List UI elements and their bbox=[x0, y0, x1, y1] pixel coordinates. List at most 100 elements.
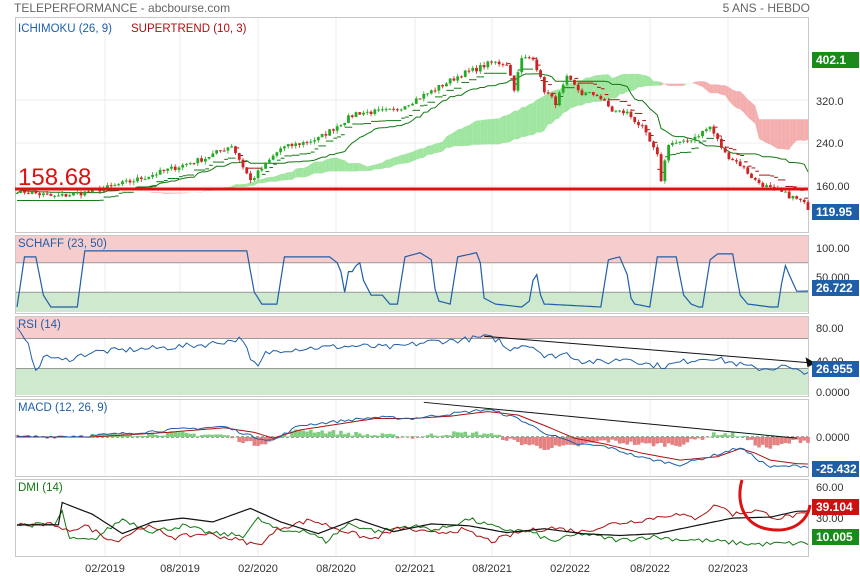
candle-body bbox=[30, 191, 34, 194]
ichimoku-cloud-segment bbox=[510, 110, 515, 142]
macd-histogram-bar bbox=[320, 430, 324, 437]
macd-histogram-bar bbox=[501, 437, 505, 441]
candle-body bbox=[222, 150, 226, 152]
ichimoku-cloud-segment bbox=[634, 73, 639, 91]
candle-body bbox=[452, 78, 456, 81]
macd-histogram-bar bbox=[248, 437, 253, 442]
ichimoku-cloud-segment bbox=[408, 151, 413, 163]
candle-body bbox=[354, 112, 358, 117]
candle-body bbox=[335, 126, 339, 131]
candle-body bbox=[418, 98, 422, 100]
macd-histogram-bar bbox=[105, 433, 110, 437]
ichimoku-cloud-segment bbox=[404, 152, 409, 164]
ichimoku-cloud-segment bbox=[540, 95, 545, 133]
ichimoku-cloud-segment bbox=[401, 154, 405, 164]
ichimoku-cloud-segment bbox=[453, 129, 458, 147]
candle-body bbox=[550, 93, 554, 97]
chart-source-label: TELEPERFORMANCE - abcbourse.com bbox=[14, 1, 231, 15]
candle-body bbox=[399, 109, 403, 111]
macd-histogram-bar bbox=[150, 432, 155, 437]
candle-body bbox=[746, 167, 750, 174]
macd-histogram-bar bbox=[316, 431, 321, 437]
ichimoku-cloud-segment bbox=[167, 192, 172, 194]
rsi-line bbox=[16, 327, 809, 375]
macd-histogram-bar bbox=[508, 437, 513, 439]
macd-title: MACD (12, 26, 9) bbox=[18, 402, 108, 414]
candle-body bbox=[682, 140, 686, 142]
macd-histogram-bar bbox=[463, 431, 468, 437]
last-price-badge: 119.95 bbox=[816, 205, 852, 219]
macd-histogram-bar bbox=[207, 434, 211, 437]
macd-histogram-bar bbox=[158, 435, 162, 437]
dmi-plus-badge-bg bbox=[812, 529, 859, 545]
ichimoku-cloud-segment bbox=[751, 102, 756, 124]
candle-body bbox=[629, 111, 633, 118]
candle-body bbox=[177, 167, 181, 170]
macd-histogram-bar bbox=[437, 436, 441, 437]
candle-body bbox=[234, 146, 237, 153]
macd-histogram-bar bbox=[361, 435, 366, 437]
candle-body bbox=[441, 85, 445, 87]
ichimoku-cloud-segment bbox=[570, 82, 575, 109]
candle-body bbox=[286, 144, 290, 147]
ichimoku-cloud-segment bbox=[517, 107, 522, 140]
schaff-overbought-zone bbox=[16, 236, 808, 263]
ichimoku-cloud-segment bbox=[646, 75, 650, 86]
macd-histogram-bar bbox=[109, 433, 113, 437]
candle-body bbox=[275, 152, 279, 156]
macd-histogram-bar bbox=[776, 437, 780, 446]
candle-body bbox=[75, 192, 79, 194]
candle-body bbox=[637, 122, 640, 126]
candle-body bbox=[787, 191, 791, 199]
candle-body bbox=[388, 108, 392, 110]
candle-body bbox=[460, 76, 463, 78]
rsi-badge-bg bbox=[812, 361, 859, 377]
macd-histogram-bar bbox=[331, 430, 336, 437]
macd-histogram-bar bbox=[309, 429, 313, 437]
candle-body bbox=[294, 143, 298, 147]
ichimoku-cloud-segment bbox=[725, 85, 729, 101]
candle-body bbox=[45, 193, 49, 195]
macd-histogram-bar bbox=[282, 434, 287, 437]
ichimoku-cloud-segment bbox=[691, 81, 695, 84]
macd-histogram-bar bbox=[595, 437, 599, 442]
macd-histogram-bar bbox=[629, 437, 633, 442]
macd-histogram-bar bbox=[365, 434, 370, 437]
macd-histogram-bar bbox=[516, 437, 520, 442]
candle-body bbox=[362, 112, 365, 115]
candle-body bbox=[490, 61, 493, 63]
dmi-minus-line bbox=[16, 504, 809, 546]
macd-histogram-bar bbox=[384, 434, 388, 437]
macd-histogram-bar bbox=[422, 436, 426, 437]
macd-histogram-bar bbox=[666, 437, 671, 444]
macd-histogram-bar bbox=[154, 434, 159, 437]
macd-histogram-bar bbox=[177, 432, 181, 437]
rsi-overbought-zone bbox=[16, 317, 808, 339]
candle-body bbox=[799, 198, 802, 200]
macd-signal-line bbox=[17, 411, 809, 465]
ichimoku-cloud-segment bbox=[487, 119, 492, 145]
candle-body bbox=[68, 195, 72, 197]
x-tick-label: 08/2019 bbox=[160, 563, 200, 575]
candle-body bbox=[606, 100, 610, 107]
macd-histogram-bar bbox=[599, 437, 603, 441]
ichimoku-cloud-segment bbox=[679, 83, 684, 86]
price-tick-label: 240.0 bbox=[816, 138, 844, 150]
rsi-badge: 26.955 bbox=[816, 362, 853, 376]
candle-body bbox=[170, 166, 173, 169]
ichimoku-cloud-segment bbox=[295, 167, 300, 178]
ichimoku-cloud-segment bbox=[506, 113, 511, 143]
candle-body bbox=[267, 159, 271, 163]
macd-histogram-bar bbox=[211, 434, 215, 437]
dmi-plus-line bbox=[16, 509, 809, 547]
macd-histogram-bar bbox=[742, 435, 746, 437]
candle-body bbox=[456, 76, 460, 81]
dmi-adx-badge: 39.104 bbox=[816, 500, 853, 514]
ichimoku-cloud-segment bbox=[770, 119, 775, 147]
ichimoku-cloud-segment bbox=[356, 163, 360, 172]
macd-histogram-bar bbox=[753, 437, 758, 446]
macd-histogram-bar bbox=[180, 431, 185, 437]
macd-histogram-bar bbox=[203, 434, 208, 437]
ichimoku-cloud-segment bbox=[702, 81, 707, 91]
macd-histogram-bar bbox=[414, 436, 419, 437]
